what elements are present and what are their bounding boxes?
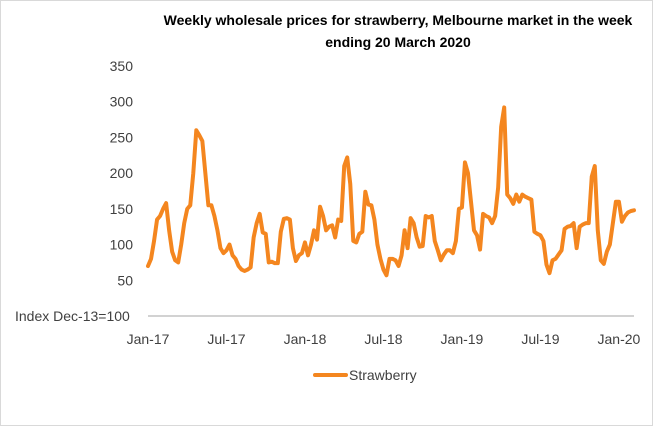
y-tick-label: 350	[110, 58, 134, 74]
y-tick-label: 100	[110, 237, 134, 253]
y-tick-label: 150	[110, 201, 134, 217]
y-tick-label: 300	[110, 94, 134, 110]
chart-title: Weekly wholesale prices for strawberry, …	[164, 12, 633, 50]
y-tick-label: 50	[117, 272, 133, 288]
y-axis-label: Index Dec-13=100	[15, 308, 130, 324]
series-group	[146, 105, 636, 278]
chart-title-line-1: Weekly wholesale prices for strawberry, …	[164, 12, 633, 28]
x-tick-label: Jan-19	[441, 331, 484, 347]
y-tick-label: 250	[110, 129, 134, 145]
y-axis-tick-labels: 350 300 250 200 150 100 50	[110, 58, 134, 288]
series-line-strawberry	[146, 105, 636, 278]
x-tick-label: Jan-17	[127, 331, 170, 347]
chart-title-line-2: ending 20 March 2020	[325, 34, 471, 50]
x-tick-label: Jul-18	[364, 331, 402, 347]
x-tick-label: Jan-20	[598, 331, 641, 347]
x-tick-label: Jul-17	[207, 331, 245, 347]
legend: Strawberry	[313, 367, 417, 383]
x-tick-label: Jan-18	[284, 331, 327, 347]
x-axis-tick-labels: Jan-17 Jul-17 Jan-18 Jul-18 Jan-19 Jul-19 Jan-…	[127, 331, 641, 347]
y-tick-label: 200	[110, 165, 134, 181]
x-tick-label: Jul-19	[521, 331, 559, 347]
legend-label-strawberry: Strawberry	[349, 367, 417, 383]
